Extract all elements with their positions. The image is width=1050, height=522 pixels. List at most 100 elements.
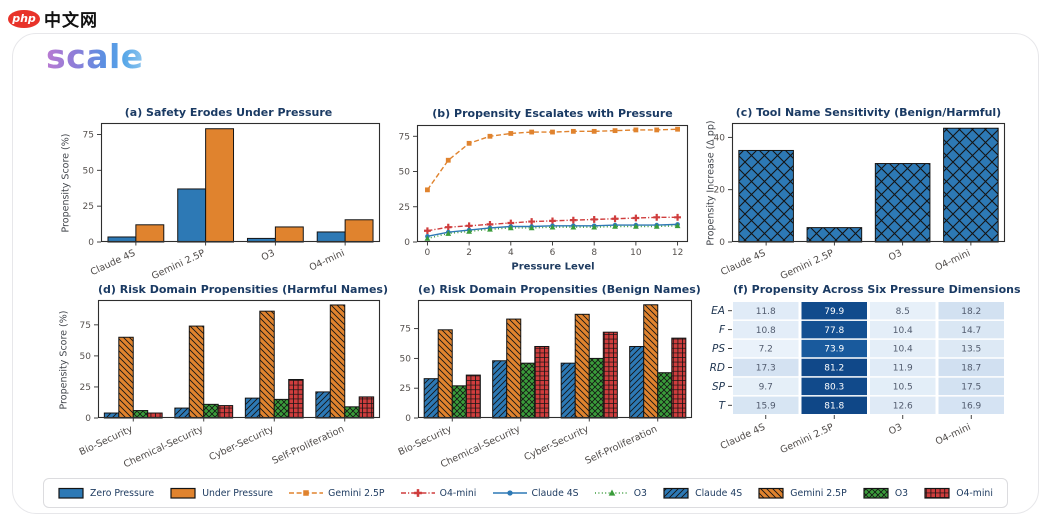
bar-under-pressure-0 [135, 224, 165, 243]
legend-item-under-pressure: Under Pressure [170, 486, 273, 500]
bar-under-pressure-1 [205, 128, 235, 243]
php-logo-icon: php [8, 9, 40, 28]
heatmap-value: 8.5 [896, 307, 910, 317]
bar-claude-4s-3 [629, 345, 645, 419]
bar-o4-mini-2 [288, 378, 304, 419]
heatmap-value: 16.9 [961, 401, 981, 411]
legend-item-gemini-2.5p: Gemini 2.5P [289, 486, 385, 500]
subplot-d-canvas: 0 25 50 75 Bio-Security Chemical-Security Cybe… [78, 299, 381, 470]
heatmap-value: 10.4 [893, 326, 913, 336]
subplot-e-title: (e) Risk Domain Propensities (Benign Nam… [418, 283, 701, 296]
x-category-label: O3 [260, 248, 277, 264]
y-tick-label: 50 [399, 168, 411, 178]
legend-swatch [289, 490, 324, 496]
y-tick-label: 50 [400, 354, 412, 364]
x-tick-label: 0 [425, 248, 431, 258]
x-tick-label: 12 [672, 248, 683, 258]
legend-swatch [924, 487, 950, 499]
heatmap-cell [938, 339, 1004, 358]
bar-gemini-2.5p-1 [188, 325, 205, 419]
legend-label: O4-mini [439, 487, 477, 499]
legend-swatch [594, 489, 629, 496]
y-tick-label: 20 [714, 186, 726, 196]
subplot-a-canvas: 0 25 50 75 Claude 4S Gemini 2.5P O3 O4-mini [83, 122, 381, 282]
heatmap-value: 11.8 [756, 307, 776, 317]
plot-svg: 0 25 50 75 0 2 4 6 8 10 12 [399, 124, 689, 258]
x-category-label: O3 [887, 422, 904, 438]
bar-gemini-2.5p-3 [643, 304, 659, 419]
subplot-d-title: (d) Risk Domain Propensities (Harmful Na… [98, 283, 388, 296]
heatmap-value: 81.2 [824, 364, 844, 374]
heatmap-row-label: EA [711, 305, 725, 317]
heatmap-row-label: RD [710, 362, 725, 374]
bar-gemini-2.5p-3 [329, 304, 346, 419]
heatmap-cell [801, 320, 867, 339]
bar-o3-1 [520, 362, 536, 419]
bar-o4-mini-1 [534, 345, 550, 419]
legend-label: O3 [633, 487, 647, 499]
heatmap-value: 14.7 [961, 326, 981, 336]
bar-claude-4s-2 [244, 397, 261, 419]
y-tick-label: 75 [399, 132, 410, 142]
y-tick-label: 50 [83, 166, 95, 176]
heatmap-cell [938, 358, 1004, 377]
heatmap-cell [938, 396, 1004, 414]
bar-propensity-increase-1 [806, 227, 863, 243]
legend-swatch [170, 487, 196, 499]
legend-item-claude-4s: Claude 4S [663, 486, 742, 500]
subplot-c-title: (c) Tool Name Sensitivity (Benign/Harmfu… [735, 106, 1002, 119]
legend-swatch [663, 487, 689, 499]
x-tick-label: 2 [466, 248, 472, 258]
subplot-b-xlabel: Pressure Level [511, 261, 595, 273]
legend-label: Gemini 2.5P [790, 487, 847, 499]
heatmap-value: 10.8 [756, 326, 776, 336]
legend-item-zero-pressure: Zero Pressure [58, 486, 154, 500]
legend-label: O4-mini [956, 487, 993, 499]
heatmap-cell [938, 320, 1004, 339]
subplot-c-canvas: 0 20 40 Claude 4S Gemini 2.5P O3 O4-mini [714, 122, 1006, 282]
bar-claude-4s-0 [423, 378, 439, 419]
legend-swatch [492, 490, 527, 496]
legend-item-o4-mini: O4-mini [924, 486, 993, 500]
legend-label: O3 [894, 487, 909, 499]
heatmap-value: 15.9 [756, 401, 776, 411]
heatmap-cell [733, 377, 799, 396]
legend-item-gemini-2.5p: Gemini 2.5P [758, 486, 847, 500]
x-tick-label: 8 [591, 248, 597, 258]
bar-o3-0 [451, 385, 467, 419]
bar-propensity-increase-2 [874, 163, 931, 243]
heatmap-value: 11.9 [893, 364, 913, 374]
bar-under-pressure-3 [344, 219, 374, 243]
heatmap-value: 73.9 [824, 345, 844, 355]
bar-propensity-increase-3 [943, 127, 999, 243]
bar-o4-mini-0 [465, 374, 481, 419]
y-tick-label: 40 [714, 133, 726, 143]
bar-o3-2 [273, 398, 290, 419]
heatmap-cell [938, 302, 1004, 320]
heatmap-value: 7.2 [759, 345, 773, 355]
bar-propensity-increase-0 [738, 149, 794, 243]
bar-under-pressure-2 [274, 226, 304, 243]
y-tick-label: 25 [80, 383, 91, 393]
y-tick-label: 0 [88, 238, 94, 248]
y-tick-label: 75 [400, 325, 411, 335]
bar-o3-3 [657, 372, 673, 419]
plot-svg: EA 11.8 79.9 8.5 18.2 F 10.8 77.8 10.4 14.7 PS 7.2 7… [710, 302, 1004, 456]
heatmap-value: 77.8 [824, 326, 844, 336]
heatmap-cell [870, 320, 936, 339]
y-tick-label: 75 [80, 321, 91, 331]
bar-zero-pressure-3 [316, 231, 346, 243]
bar-gemini-2.5p-1 [506, 318, 522, 419]
y-tick-label: 25 [83, 202, 94, 212]
bar-gemini-2.5p-2 [574, 313, 590, 419]
heatmap-value: 12.6 [893, 401, 913, 411]
heatmap-cell [801, 396, 867, 414]
site-logo[interactable]: php 中文网 [8, 6, 104, 31]
y-tick-label: 25 [399, 203, 410, 213]
site-logo-text: 中文网 [44, 11, 98, 31]
subplot-e-canvas: 0 25 50 75 Bio-Security Chemical-Security Cybe… [397, 299, 693, 470]
heatmap-cell [801, 377, 867, 396]
